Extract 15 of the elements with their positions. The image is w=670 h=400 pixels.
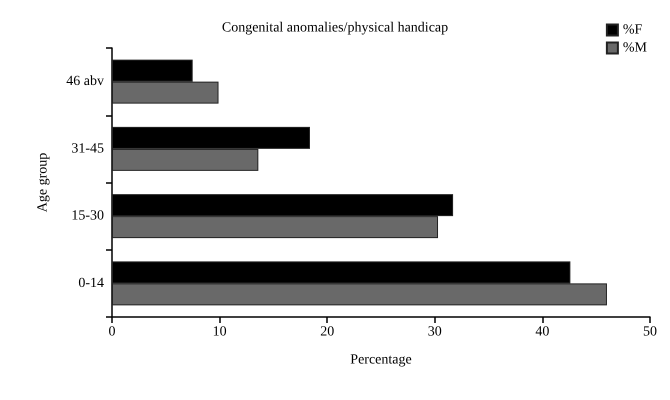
y-tick-label: 0-14 — [78, 276, 104, 291]
y-axis-title: Age group — [36, 152, 50, 212]
y-tick-label: 31-45 — [71, 141, 104, 156]
x-axis-title: Percentage — [350, 352, 412, 368]
y-tick-label: 15-30 — [71, 208, 104, 224]
chart-title: Congenital anomalies/physical handicap — [222, 20, 448, 36]
x-tick-label: 10 — [212, 324, 227, 340]
legend-label: %F — [622, 22, 643, 38]
legend-label: %M — [622, 40, 648, 56]
x-tick-label: 40 — [535, 324, 550, 340]
x-tick-label: 20 — [320, 324, 334, 340]
x-tick-label: 50 — [643, 324, 657, 340]
x-tick-label: 30 — [428, 324, 442, 340]
y-tick-label: 46 abv — [66, 74, 104, 90]
x-tick-label: 0 — [108, 324, 116, 340]
